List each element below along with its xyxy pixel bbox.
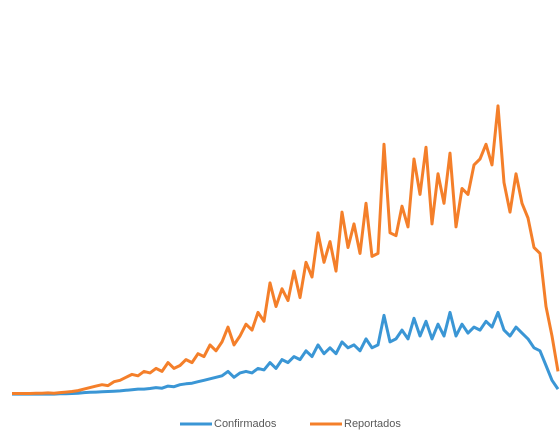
legend-label: Confirmados [214,418,277,430]
series-line [12,310,560,396]
legend-label: Reportados [344,418,401,430]
series-line [12,104,560,395]
